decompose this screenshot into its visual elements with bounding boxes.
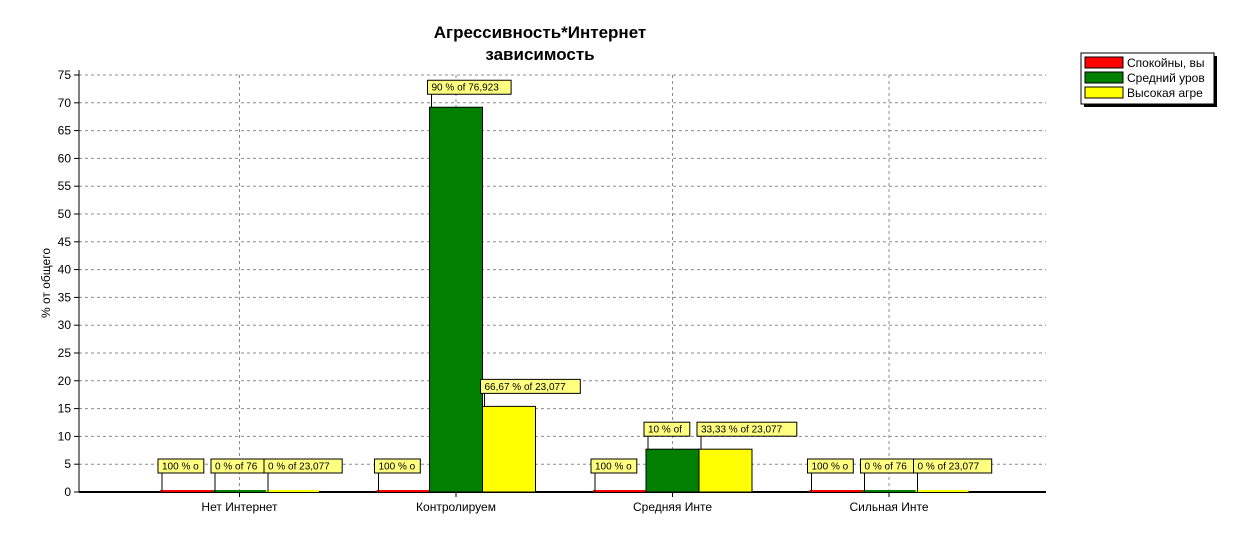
y-tick-label: 60 xyxy=(58,151,72,165)
y-tick-label: 75 xyxy=(58,68,72,82)
x-tick-label: Контролируем xyxy=(416,500,496,514)
y-tick-label: 15 xyxy=(58,402,72,416)
data-label-box xyxy=(427,79,512,95)
chart-title: Агрессивность*Интернет зависимость xyxy=(434,23,647,64)
data-label-box xyxy=(480,378,581,394)
y-tick-label: 35 xyxy=(58,290,72,304)
data-label: 100 % o xyxy=(595,462,632,473)
y-tick-label: 55 xyxy=(58,179,72,193)
data-label: 0 % of 76 xyxy=(215,462,258,473)
data-label-box xyxy=(913,458,993,474)
x-tick-label: Нет Интернет xyxy=(201,500,278,514)
data-label: 100 % o xyxy=(162,462,199,473)
x-tick-label: Средняя Инте xyxy=(633,500,712,514)
legend-label: Спокойны, вы xyxy=(1127,56,1205,70)
data-label: 100 % o xyxy=(379,462,416,473)
data-label-box xyxy=(643,421,691,437)
data-label: 100 % o xyxy=(812,462,849,473)
y-tick-label: 30 xyxy=(58,318,72,332)
bar xyxy=(645,448,700,493)
data-label-box xyxy=(807,458,854,474)
y-tick-label: 20 xyxy=(58,374,72,388)
y-tick-label: 25 xyxy=(58,346,72,360)
legend-label: Средний уров xyxy=(1127,71,1205,85)
legend-label: Высокая агре xyxy=(1127,86,1203,100)
y-tick-label: 0 xyxy=(64,485,71,499)
data-label: 10 % of xyxy=(648,425,682,436)
data-label: 90 % of 76,923 xyxy=(432,83,500,94)
chart-title-line-1: Агрессивность*Интернет xyxy=(434,23,647,42)
y-tick-label: 40 xyxy=(58,263,72,277)
data-label-box xyxy=(696,421,798,437)
chart-title-line-2: зависимость xyxy=(485,45,594,64)
data-label: 66,67 % of 23,077 xyxy=(485,382,567,393)
x-tick-label: Сильная Инте xyxy=(849,500,928,514)
y-tick-label: 5 xyxy=(64,457,71,471)
data-label: 0 % of 76 xyxy=(865,462,908,473)
y-tick-label: 70 xyxy=(58,96,72,110)
data-label: 33,33 % of 23,077 xyxy=(701,425,783,436)
legend-swatch xyxy=(1084,56,1124,69)
data-label-box xyxy=(263,458,343,474)
y-tick-label: 10 xyxy=(58,429,72,443)
legend-swatch xyxy=(1084,71,1124,84)
y-tick-label: 50 xyxy=(58,207,72,221)
data-label-box xyxy=(374,458,421,474)
bar xyxy=(429,106,483,493)
bar xyxy=(698,448,753,493)
bar xyxy=(482,405,536,493)
y-tick-label: 45 xyxy=(58,235,72,249)
grid xyxy=(79,74,1046,492)
y-axis-label: % от общего xyxy=(39,248,53,318)
data-labels: 100 % o 100 % o 100 % o 100 % o 0 % of 76 90 … xyxy=(157,79,993,492)
axes: 0 5 10 15 20 25 30 35 40 45 50 55 60 65 70 75 Нет Интерн… xyxy=(58,68,1046,514)
data-label-box xyxy=(590,458,638,474)
data-label: 0 % of 23,077 xyxy=(918,462,980,473)
data-label: 0 % of 23,077 xyxy=(268,462,330,473)
data-label-box xyxy=(157,458,205,474)
legend-swatch xyxy=(1084,86,1124,99)
bars xyxy=(160,106,969,493)
y-tick-label: 65 xyxy=(58,124,72,138)
